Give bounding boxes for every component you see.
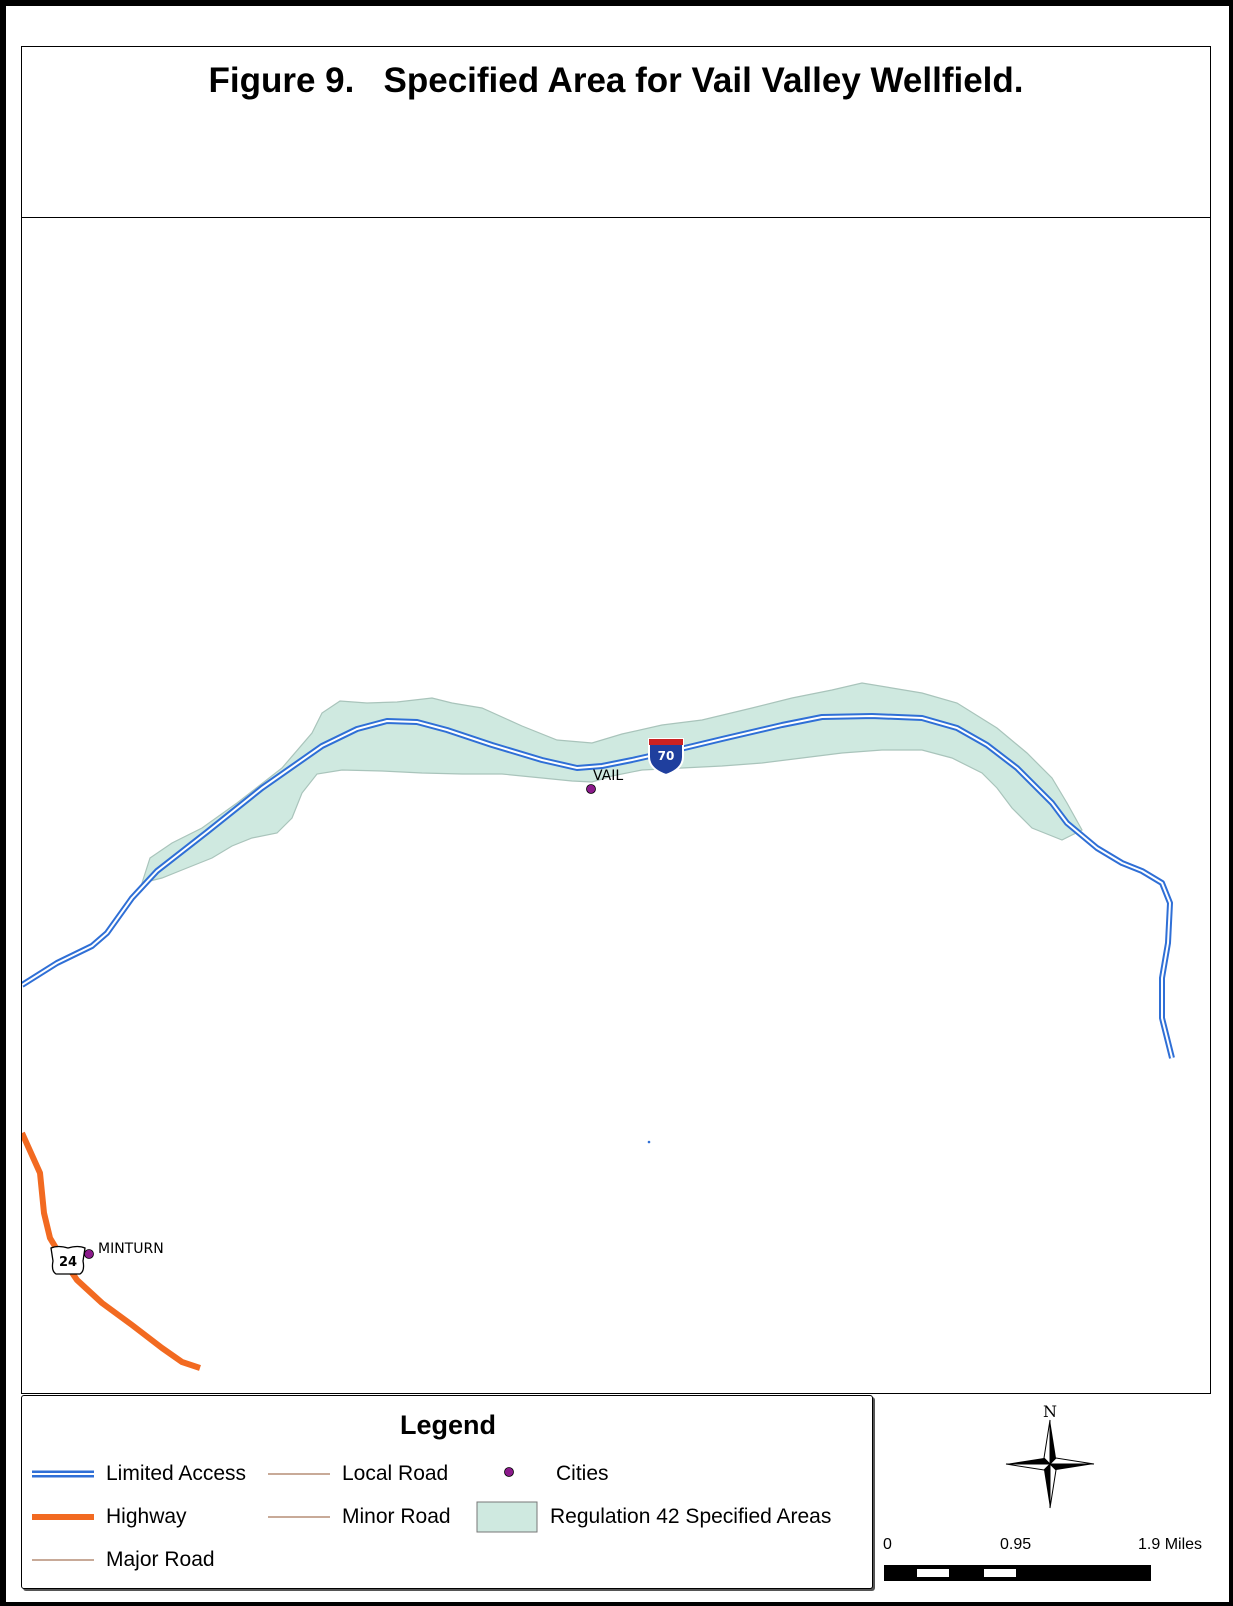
interstate-70-shield-label: 70 — [658, 749, 675, 763]
cities-swatch-icon — [504, 1467, 514, 1477]
legend-panel: Legend Limited Access Highway Major Road… — [21, 1395, 873, 1589]
city-marker-minturn — [84, 1249, 94, 1259]
city-marker-vail — [586, 784, 596, 794]
limited-access-swatch-icon — [32, 1470, 94, 1478]
legend-label-local-road: Local Road — [342, 1462, 449, 1485]
legend-label-cities: Cities — [556, 1462, 609, 1485]
legend-label-regulation-areas: Regulation 42 Specified Areas — [550, 1505, 832, 1528]
interstate-70-road — [22, 713, 1175, 1059]
regulation-42-specified-area — [141, 682, 1083, 884]
us-24-shield-label: 24 — [59, 1255, 77, 1270]
scale-label-mid: 0.95 — [1000, 1536, 1032, 1553]
map-canvas: 70 24 VAIL MINTURN — [22, 682, 1175, 1371]
legend-item-minor-road: Minor Road — [268, 1503, 451, 1531]
highway-swatch-icon — [32, 1514, 94, 1520]
legend-label-highway: Highway — [106, 1505, 187, 1528]
minor-road-swatch-icon — [268, 1516, 330, 1518]
title-panel: Figure 9. Specified Area for Vail Valley… — [21, 46, 1211, 218]
legend-item-regulation-areas: Regulation 42 Specified Areas — [476, 1501, 832, 1533]
legend-label-minor-road: Minor Road — [342, 1505, 451, 1528]
north-label: N — [1043, 1402, 1057, 1421]
legend-item-local-road: Local Road — [268, 1460, 448, 1488]
scale-label-end: 1.9 Miles — [1138, 1536, 1203, 1553]
local-road-swatch-icon — [268, 1473, 330, 1475]
legend-item-highway: Highway — [32, 1503, 187, 1531]
scale-label-zero: 0 — [883, 1536, 892, 1553]
map-panel: 70 24 VAIL MINTURN — [21, 218, 1211, 1394]
city-label-vail: VAIL — [593, 768, 623, 784]
legend-label-major-road: Major Road — [106, 1548, 215, 1571]
regulation-areas-swatch-icon — [476, 1501, 538, 1533]
north-arrow-icon: N — [1005, 1402, 1095, 1509]
scale-bar — [884, 1565, 1151, 1581]
legend-title: Legend — [399, 1410, 496, 1440]
city-label-minturn: MINTURN — [98, 1241, 164, 1257]
interstate-70-shield-icon: 70 — [648, 738, 684, 777]
figure-title: Figure 9. Specified Area for Vail Valley… — [208, 61, 1024, 100]
legend-item-limited-access: Limited Access — [32, 1460, 246, 1488]
legend-label-limited-access: Limited Access — [106, 1462, 247, 1485]
legend-item-cities: Cities — [482, 1460, 609, 1488]
map-point — [647, 1140, 651, 1144]
us-24-shield-icon: 24 — [50, 1245, 86, 1275]
major-road-swatch-icon — [32, 1559, 94, 1561]
us-24-highway — [22, 1131, 201, 1371]
legend-item-major-road: Major Road — [32, 1546, 215, 1574]
